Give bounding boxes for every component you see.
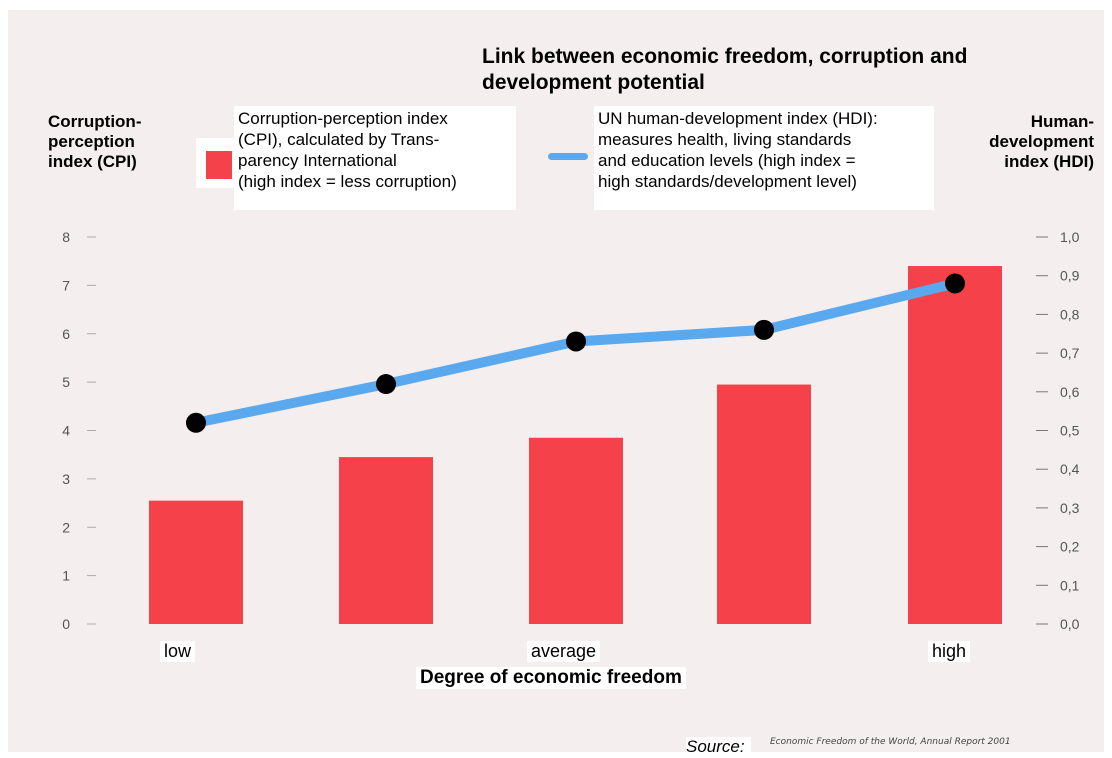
y-right-tick-label: 0,7 bbox=[1060, 345, 1080, 361]
legend-bar-line: Corruption-perception index bbox=[238, 109, 448, 128]
y-left-tick-label: 4 bbox=[62, 423, 70, 439]
point-hdi bbox=[945, 273, 965, 294]
x-category-average: average bbox=[527, 641, 601, 662]
y-right-tick-label: 0,4 bbox=[1060, 461, 1080, 477]
legend-bar-text-bg bbox=[234, 106, 516, 210]
y-left-tick-label: 6 bbox=[62, 326, 70, 342]
y-right-tick-label: 0,1 bbox=[1060, 577, 1080, 593]
y-left-tick-label: 0 bbox=[62, 616, 70, 632]
y-right-tick-label: 0,0 bbox=[1060, 616, 1080, 632]
y-right-tick-label: 0,2 bbox=[1060, 539, 1080, 555]
bar-cpi bbox=[149, 500, 243, 624]
point-hdi bbox=[186, 412, 206, 433]
line-hdi bbox=[191, 278, 960, 428]
source-label: Source: bbox=[686, 737, 751, 757]
y-right-tick-label: 0,6 bbox=[1060, 384, 1080, 400]
y-right-tick-label: 0,8 bbox=[1060, 306, 1080, 322]
y-right-tick-label: 0,3 bbox=[1060, 500, 1080, 516]
legend-line-text-bg bbox=[594, 106, 934, 210]
legend-line-text: UN human-development index (HDI): measur… bbox=[598, 108, 878, 192]
x-category-low: low bbox=[160, 641, 196, 662]
source-text: Economic Freedom of the World, Annual Re… bbox=[770, 737, 1011, 747]
legend-line-swatch bbox=[548, 153, 588, 160]
right-axis-label-line: index (HDI) bbox=[1004, 152, 1094, 171]
x-category-high: high bbox=[928, 641, 971, 662]
left-axis-label-line: perception bbox=[48, 132, 135, 151]
right-axis-label-line: Human- bbox=[1030, 112, 1094, 131]
legend-bar-text: Corruption-perception index (CPI), calcu… bbox=[238, 108, 457, 192]
y-left-tick-label: 8 bbox=[62, 229, 70, 245]
legend-bar-line: (high index = less corruption) bbox=[238, 172, 457, 191]
y-left-tick-label: 2 bbox=[62, 519, 70, 535]
left-axis-label-line: index (CPI) bbox=[48, 152, 137, 171]
legend-line-line: high standards/development level) bbox=[598, 172, 857, 191]
chart-title-line-1: Link between economic freedom, corruptio… bbox=[482, 45, 968, 68]
bar-cpi bbox=[908, 266, 1002, 624]
y-right-tick-label: 1,0 bbox=[1060, 229, 1080, 245]
y-right-tick-label: 0,5 bbox=[1060, 423, 1080, 439]
legend-bar-line: (CPI), calculated by Trans- bbox=[238, 130, 440, 149]
right-axis-label: Human- development index (HDI) bbox=[989, 112, 1094, 172]
bar-cpi bbox=[529, 437, 623, 624]
legend-bar-line: parency International bbox=[238, 151, 397, 170]
y-right-tick-label: 0,9 bbox=[1060, 268, 1080, 284]
bar-cpi bbox=[717, 384, 811, 624]
point-hdi bbox=[376, 374, 396, 395]
left-axis-label-line: Corruption- bbox=[48, 112, 142, 131]
chart-title: Link between economic freedom, corruptio… bbox=[482, 44, 967, 96]
y-left-tick-label: 5 bbox=[62, 374, 70, 390]
y-left-tick-label: 7 bbox=[62, 277, 70, 293]
bar-cpi bbox=[339, 457, 433, 624]
point-hdi bbox=[754, 319, 774, 340]
legend-line-line: UN human-development index (HDI): bbox=[598, 109, 878, 128]
y-left-tick-label: 3 bbox=[62, 471, 70, 487]
y-left-tick-label: 1 bbox=[62, 568, 70, 584]
point-hdi bbox=[566, 331, 586, 352]
x-axis-label: Degree of economic freedom bbox=[416, 667, 686, 689]
legend-line-line: and education levels (high index = bbox=[598, 151, 856, 170]
legend-bar-swatch bbox=[206, 151, 232, 179]
legend-line-line: measures health, living standards bbox=[598, 130, 852, 149]
chart-title-line-2: development potential bbox=[482, 71, 705, 94]
right-axis-label-line: development bbox=[989, 132, 1094, 151]
left-axis-label: Corruption- perception index (CPI) bbox=[48, 112, 141, 172]
